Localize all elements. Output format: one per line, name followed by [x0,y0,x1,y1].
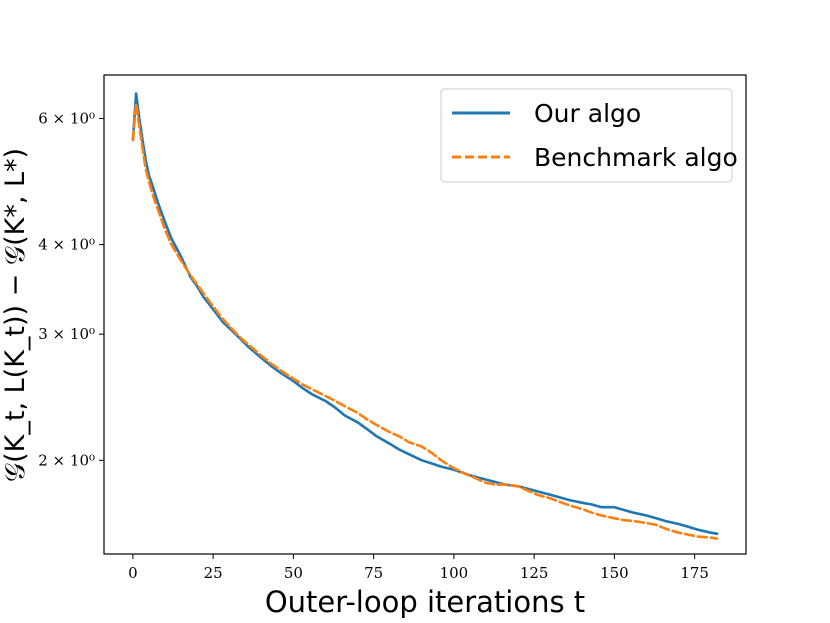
series-line-benchmark-algo [131,102,719,540]
y-axis-label: 𝒢(K_t, L(K_t)) − 𝒢(K*, L*) [0,148,31,482]
y-tick-label: 3 × 10⁰ [38,325,95,343]
x-tick-label: 175 [680,564,709,582]
legend: Our algo Benchmark algo [440,88,738,183]
x-tick-label: 125 [520,564,549,582]
x-tick-label: 0 [128,564,138,582]
x-axis-ticks: 0 25 50 75 100 125 150 175 [128,554,709,582]
series-layer [131,92,719,540]
x-tick-label: 50 [284,564,303,582]
y-axis-ticks: 2 × 10⁰ 3 × 10⁰ 4 × 10⁰ 6 × 10⁰ [38,109,104,469]
y-tick-label: 4 × 10⁰ [38,236,95,254]
legend-label-benchmark-algo: Benchmark algo [534,143,738,172]
x-axis-label: Outer-loop iterations t [265,585,585,619]
plot-frame [103,74,747,555]
x-tick-label: 75 [364,564,383,582]
x-tick-label: 150 [600,564,629,582]
x-tick-label: 25 [204,564,223,582]
x-tick-label: 100 [440,564,469,582]
y-tick-label: 6 × 10⁰ [38,109,95,127]
legend-box [440,88,733,183]
legend-label-our-algo: Our algo [534,99,641,128]
y-tick-label: 2 × 10⁰ [38,451,95,469]
series-line-our-algo [131,92,719,536]
